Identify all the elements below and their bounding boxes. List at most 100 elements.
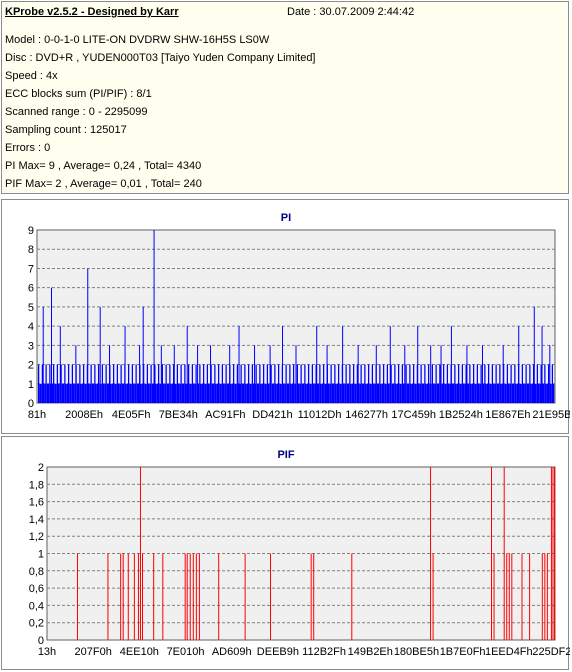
pi-bar xyxy=(115,383,117,403)
pi-bar xyxy=(333,383,335,403)
pi-bar xyxy=(403,383,405,403)
pi-bar xyxy=(480,364,482,403)
pi-bar xyxy=(133,383,135,403)
info-range: Scanned range : 0 - 2295099 xyxy=(5,106,148,118)
pi-bar xyxy=(521,364,523,403)
pi-bar xyxy=(245,383,247,403)
pi-bar xyxy=(241,383,243,403)
pi-bar xyxy=(301,383,303,403)
pi-bar xyxy=(174,383,176,403)
pif-chart-panel: PIF 0 0,2 0,4 0,6 0,8 1 1,2 1,4 1,6 1,8 2 13h 207F0h… xyxy=(1,436,570,670)
pi-bar xyxy=(161,364,163,403)
pi-bar xyxy=(436,383,438,403)
pi-bar xyxy=(291,383,293,403)
pi-bar xyxy=(251,364,253,403)
pi-bar xyxy=(185,383,187,403)
pi-bar xyxy=(276,383,278,403)
scan-date: Date : 30.07.2009 2:44:42 xyxy=(287,6,415,18)
pi-bar xyxy=(225,364,227,403)
pi-bar xyxy=(448,383,450,403)
pi-bar xyxy=(383,364,385,403)
app-title: KProbe v2.5.2 - Designed by Karr xyxy=(5,6,179,18)
info-pi-stats: PI Max= 9 , Average= 0,24 , Total= 4340 xyxy=(5,160,202,172)
pi-bar xyxy=(464,383,466,403)
pi-bar xyxy=(53,364,55,403)
pi-bar xyxy=(95,383,97,403)
pi-bar xyxy=(411,383,413,403)
pi-bar xyxy=(355,383,357,403)
pi-bar xyxy=(399,383,401,403)
pi-bar xyxy=(138,383,140,403)
pi-bar xyxy=(543,383,545,403)
pi-bar xyxy=(525,364,527,403)
pi-bar xyxy=(136,383,138,403)
pi-bar xyxy=(263,364,265,403)
pi-y-tick-label: 0 xyxy=(28,398,34,410)
pi-bar xyxy=(280,383,282,403)
pi-bar xyxy=(530,383,532,403)
pi-bar xyxy=(151,383,153,403)
pi-bar xyxy=(283,383,285,403)
pi-bar xyxy=(134,383,136,403)
pi-bar xyxy=(324,383,326,403)
pi-bar xyxy=(176,364,178,403)
pif-x-tick-label: 13h xyxy=(38,646,56,658)
pi-bar xyxy=(58,383,60,403)
pi-bar xyxy=(315,364,317,403)
pi-bar xyxy=(141,383,143,403)
pi-bar xyxy=(361,383,363,403)
pi-bar xyxy=(469,364,471,403)
pi-bar xyxy=(140,383,142,403)
pi-bar xyxy=(551,364,553,403)
pi-bar xyxy=(84,383,86,403)
pi-bar xyxy=(410,383,412,403)
pi-bar xyxy=(293,364,295,403)
pi-bar xyxy=(91,383,93,403)
pi-bar xyxy=(81,383,83,403)
pif-x-tick-label: AD609h xyxy=(212,646,252,658)
pi-x-tick-label: 146277h xyxy=(345,409,388,421)
pi-bar xyxy=(248,364,250,403)
pi-bar xyxy=(391,383,393,403)
pi-bar xyxy=(548,364,550,403)
pi-bar xyxy=(479,383,481,403)
pi-x-tick-label: 11012Dh xyxy=(298,409,342,421)
pif-x-tick-label: 207F0h xyxy=(75,646,112,658)
pi-bar xyxy=(451,383,453,403)
pi-bar xyxy=(215,383,217,403)
pi-bar xyxy=(199,364,201,403)
pi-bar xyxy=(385,383,387,403)
pi-bar xyxy=(71,364,73,403)
pi-bar xyxy=(299,383,301,403)
pi-bar xyxy=(271,383,273,403)
pi-bar xyxy=(364,364,366,403)
pi-bar xyxy=(125,383,127,403)
pi-bar xyxy=(200,383,202,403)
pi-bar xyxy=(166,383,168,403)
pi-bar xyxy=(275,383,277,403)
pi-bar xyxy=(180,364,182,403)
pi-bar xyxy=(508,383,510,403)
pi-bar xyxy=(536,364,538,403)
pi-bar xyxy=(415,383,417,403)
pi-bar xyxy=(204,383,206,403)
pi-bar xyxy=(398,364,400,403)
pi-bar xyxy=(113,364,115,403)
pi-bar xyxy=(546,383,548,403)
pi-bar xyxy=(335,383,337,403)
pi-bar xyxy=(223,383,225,403)
pi-bar xyxy=(201,383,203,403)
pi-bar xyxy=(325,383,327,403)
pi-bar xyxy=(455,383,457,403)
pi-bar xyxy=(60,364,62,403)
pi-bar xyxy=(453,383,455,403)
pi-bar xyxy=(505,383,507,403)
pi-bar xyxy=(545,383,547,403)
pif-x-tick-label: 225DF2h xyxy=(532,646,570,658)
pi-y-tick-label: 4 xyxy=(28,321,34,333)
pi-bar xyxy=(45,364,47,403)
pif-chart-title: PIF xyxy=(277,449,294,461)
pi-bar xyxy=(540,364,542,403)
pi-bar xyxy=(509,383,511,403)
info-model: Model : 0-0-1-0 LITE-ON DVDRW SHW-16H5S … xyxy=(5,34,270,46)
